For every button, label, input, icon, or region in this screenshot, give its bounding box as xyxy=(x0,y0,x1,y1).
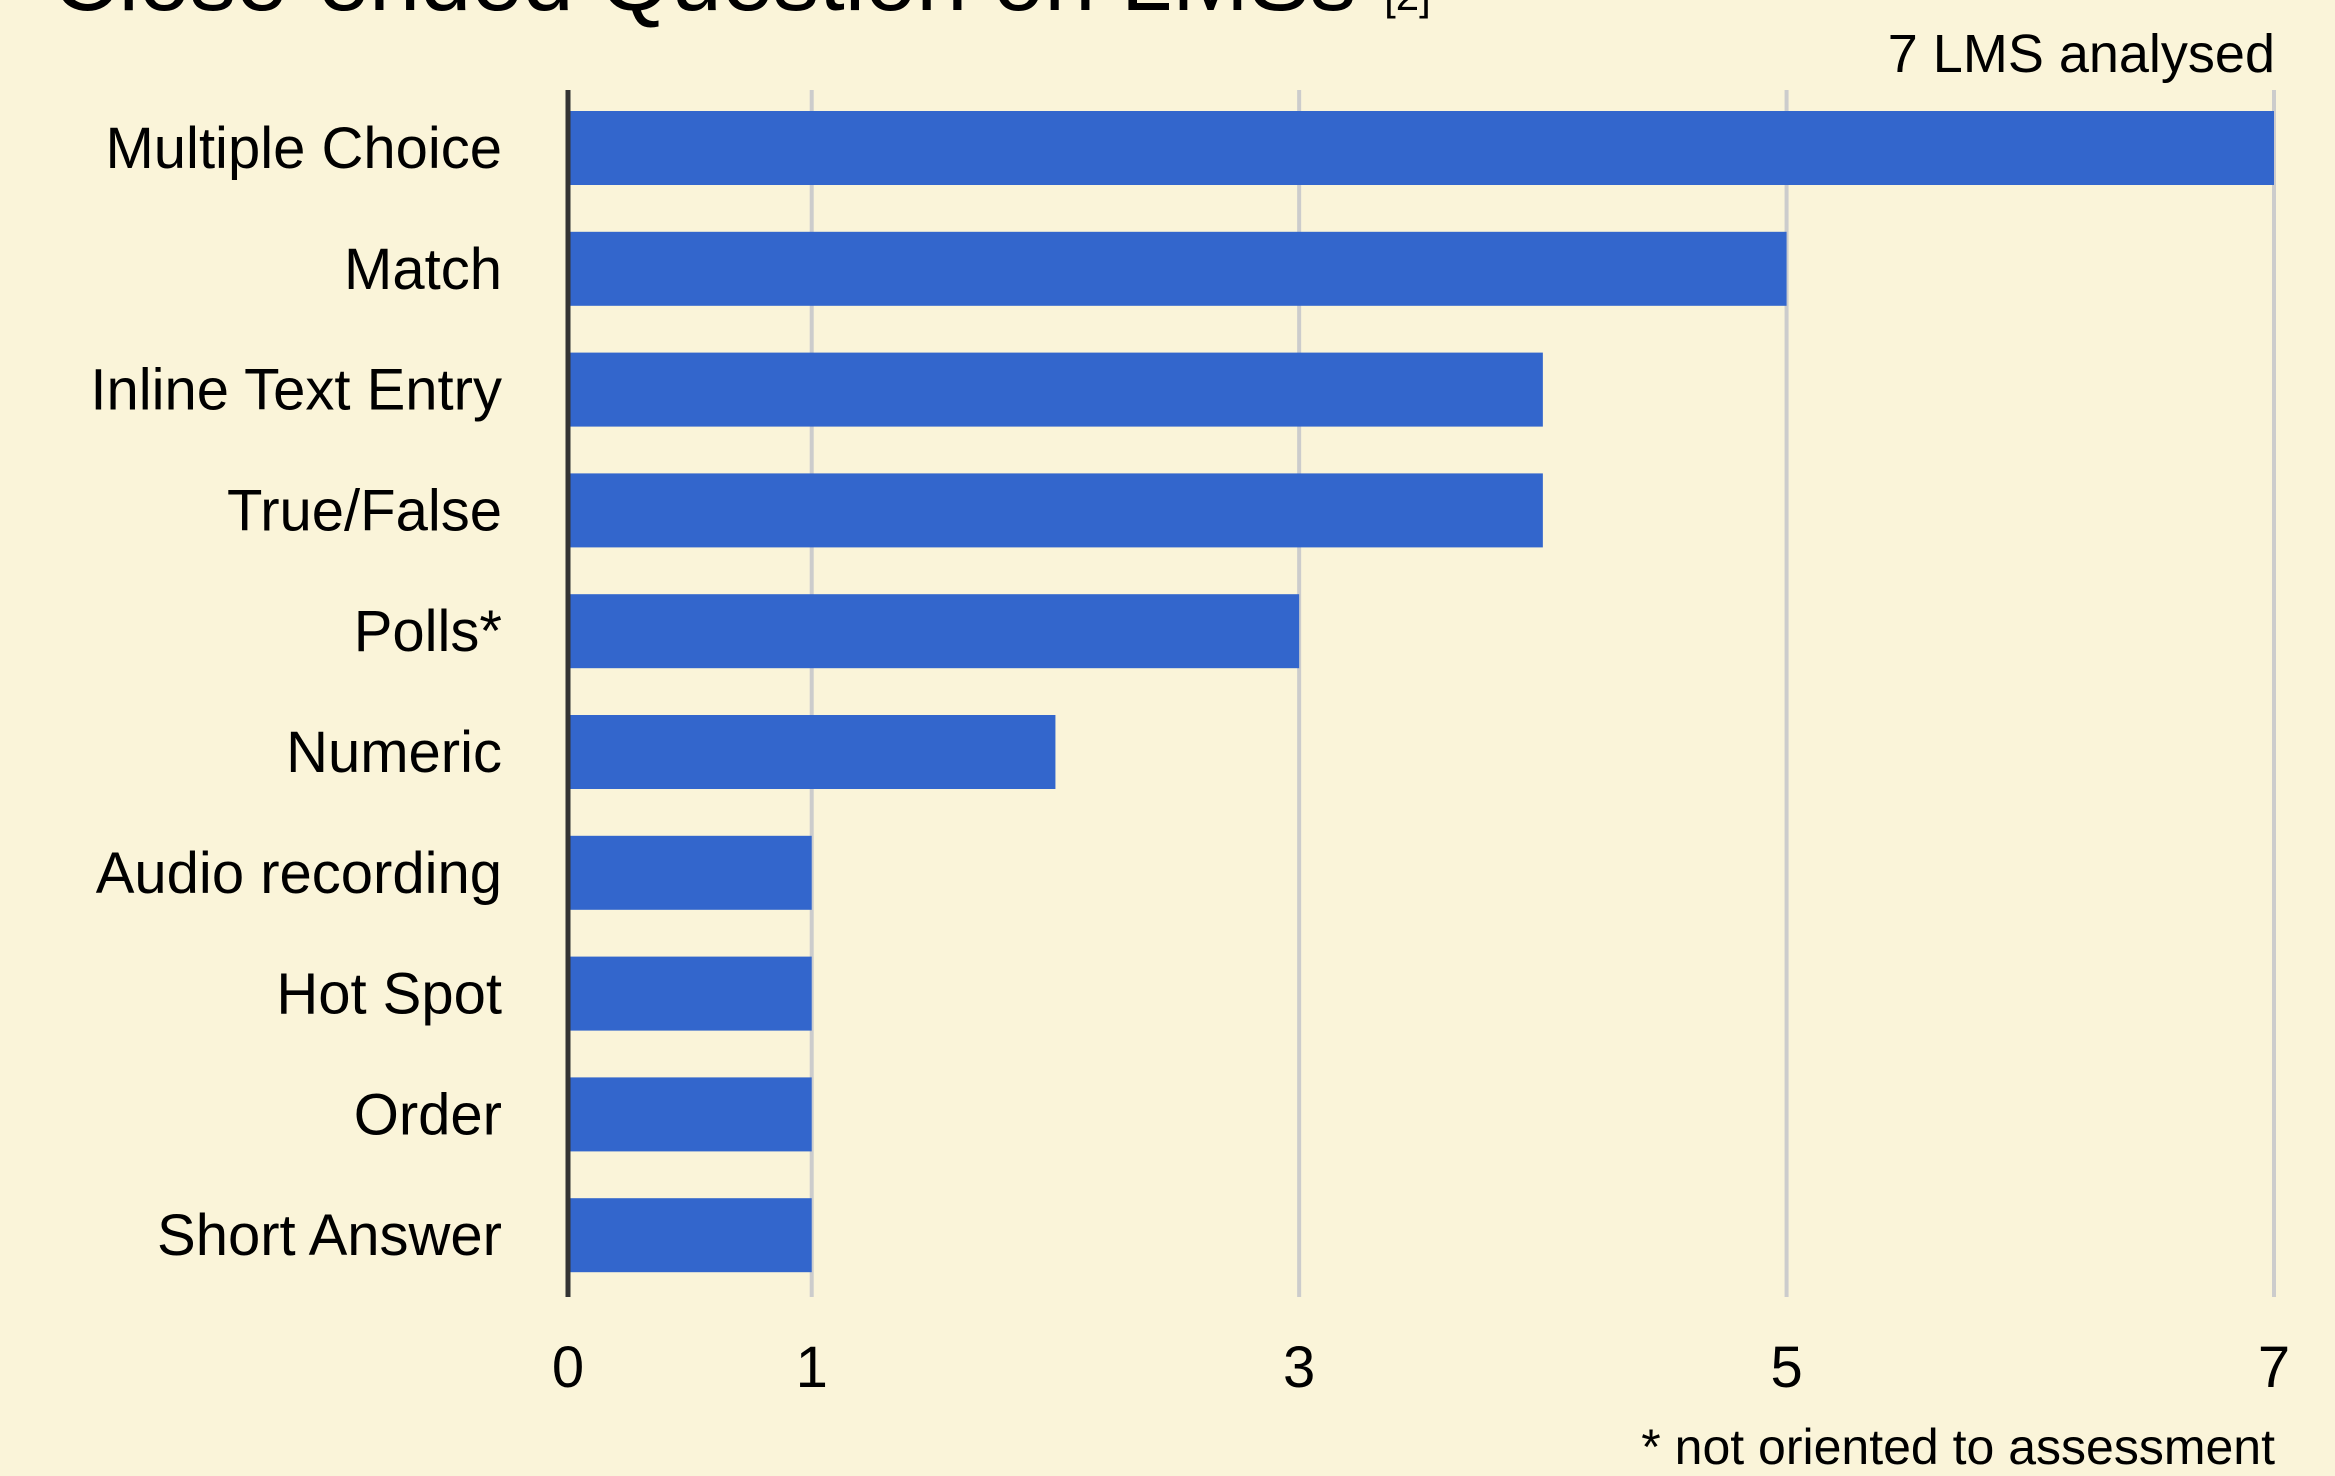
chart-title-text: Close-ended Question on LMSs xyxy=(52,0,1356,30)
bar-multiple-choice xyxy=(568,111,2274,185)
category-label: Hot Spot xyxy=(276,962,502,1027)
category-label: Multiple Choice xyxy=(105,116,502,181)
bar-match xyxy=(568,231,1787,306)
bar-order xyxy=(568,1077,812,1152)
bar-hot-spot xyxy=(568,956,812,1031)
x-tick-label-0: 0 xyxy=(552,1335,584,1400)
category-label: True/False xyxy=(227,478,502,543)
chart-footnote: * not oriented to assessment xyxy=(1641,1419,2275,1475)
chart-title: Close-ended Question on LMSs [2] xyxy=(52,0,1431,30)
category-label: Short Answer xyxy=(157,1203,502,1268)
ticks-layer: 0 1 3 5 7 xyxy=(552,1335,2290,1400)
chart-subtitle: 7 LMS analysed xyxy=(1888,24,2275,84)
bars-layer xyxy=(568,111,2274,1273)
category-label: Polls* xyxy=(354,599,502,664)
bar-inline-text-entry xyxy=(568,352,1543,427)
x-tick-label-7: 7 xyxy=(2258,1335,2290,1400)
chart-title-ref: [2] xyxy=(1384,0,1431,19)
bar-short-answer xyxy=(568,1198,812,1273)
bar-polls xyxy=(568,594,1300,669)
labels-layer: Multiple Choice Match Inline Text Entry Tru… xyxy=(90,116,502,1268)
bar-numeric xyxy=(568,715,1056,789)
category-label: Numeric xyxy=(286,720,502,785)
bar-true-false xyxy=(568,473,1543,548)
category-label: Audio recording xyxy=(96,841,502,906)
category-label: Inline Text Entry xyxy=(90,358,502,423)
category-label: Order xyxy=(354,1082,502,1147)
x-tick-label-3: 3 xyxy=(1283,1335,1315,1400)
bar-audio-recording xyxy=(568,835,812,910)
x-tick-label-5: 5 xyxy=(1770,1335,1802,1400)
x-tick-label-1: 1 xyxy=(796,1335,828,1400)
category-label: Match xyxy=(344,237,502,302)
